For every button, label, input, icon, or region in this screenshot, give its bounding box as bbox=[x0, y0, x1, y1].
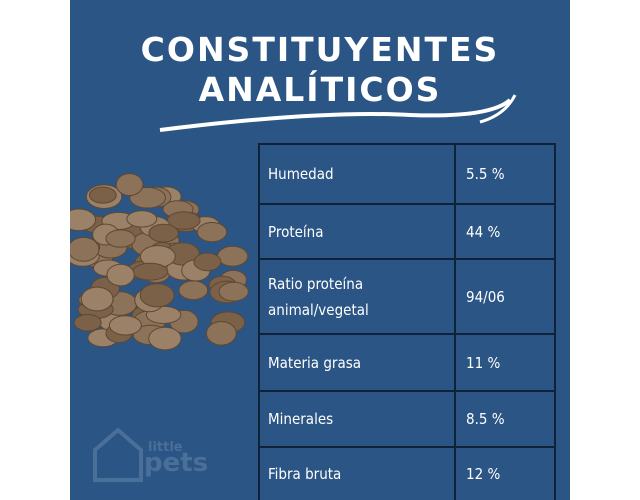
table: Humedad 5.5 % Proteína 44 % Ratio proteína a… bbox=[258, 143, 556, 500]
table-row: Proteína 44 % bbox=[258, 203, 556, 260]
kibble bbox=[73, 313, 102, 332]
kibble bbox=[70, 208, 97, 232]
title-line: ANALÍTICOS bbox=[198, 70, 442, 109]
table-row: Minerales 8.5 % bbox=[258, 390, 556, 448]
kibble-pile bbox=[70, 173, 249, 351]
kibble bbox=[148, 223, 179, 243]
kibble bbox=[218, 281, 249, 302]
kibble bbox=[216, 245, 249, 267]
kibble bbox=[193, 252, 222, 272]
title-line: CONSTITUYENTES bbox=[140, 30, 500, 69]
label-cell: Humedad bbox=[258, 143, 456, 205]
decor bbox=[70, 94, 517, 482]
table-row: Materia grasa 11 % bbox=[258, 333, 556, 392]
value-cell: 5.5 % bbox=[454, 143, 556, 205]
swoosh bbox=[159, 98, 512, 132]
kibble bbox=[105, 229, 136, 248]
label-cell: Fibra bruta bbox=[258, 446, 456, 500]
logo-text: little bbox=[148, 440, 183, 455]
kibble bbox=[80, 286, 114, 312]
kibble bbox=[132, 262, 169, 281]
value-cell: 11 % bbox=[454, 333, 556, 392]
kibble bbox=[106, 263, 135, 287]
logo-house bbox=[93, 427, 143, 482]
kibble bbox=[205, 321, 237, 346]
value-cell: 12 % bbox=[454, 446, 556, 500]
swoosh bbox=[479, 94, 517, 124]
label-cell: Ratio proteína animal/vegetal bbox=[258, 258, 456, 335]
kibble bbox=[178, 280, 209, 301]
value-cell: 44 % bbox=[454, 203, 556, 260]
table-row: Ratio proteína animal/vegetal 94/06 bbox=[258, 258, 556, 335]
panel: CONSTITUYENTES ANALÍTICOS Humedad 5.5 % Pr… bbox=[70, 0, 570, 500]
table-row: Humedad 5.5 % bbox=[258, 143, 556, 205]
logo-text: pets bbox=[144, 448, 209, 478]
value-cell: 8.5 % bbox=[454, 390, 556, 448]
kibble bbox=[88, 186, 117, 204]
kibble bbox=[196, 221, 228, 243]
value-cell: 94/06 bbox=[454, 258, 556, 335]
kibble bbox=[126, 210, 158, 228]
kibble bbox=[139, 283, 175, 308]
label-cell: Materia grasa bbox=[258, 333, 456, 392]
label-cell: Proteína bbox=[258, 203, 456, 260]
kibble bbox=[70, 236, 100, 262]
kibble bbox=[148, 326, 182, 351]
table-row: Fibra bruta 12 % bbox=[258, 446, 556, 500]
kibble bbox=[115, 173, 144, 197]
kibble bbox=[108, 315, 142, 336]
label-cell: Minerales bbox=[258, 390, 456, 448]
